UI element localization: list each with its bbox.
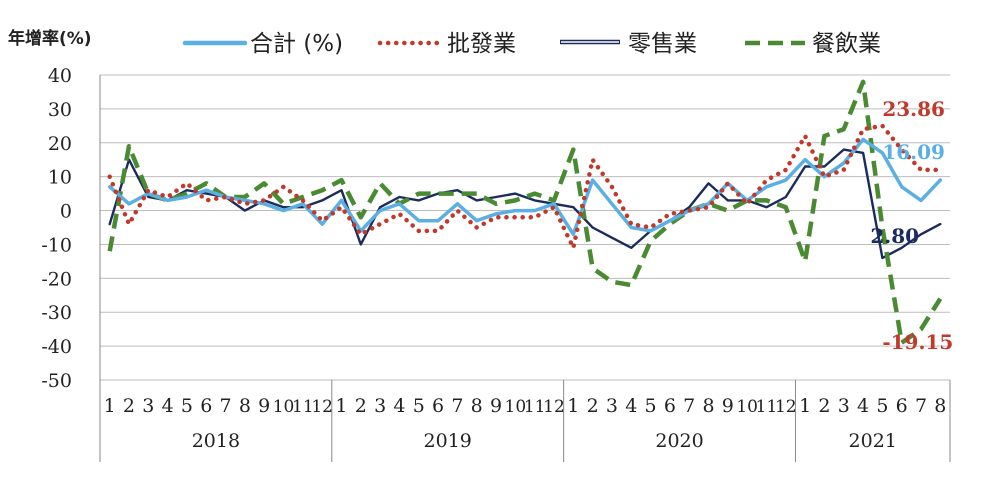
y-tick-label: 10 [48,167,72,189]
x-tick-label: 6 [200,395,212,417]
y-tick-label: -20 [41,268,72,290]
x-tick-label: 6 [896,395,908,417]
x-tick-label: 10 [273,397,295,417]
legend-label: 合計 (%) [250,31,343,57]
data-annotations: 23.86 16.09 2.80 -19.15 [870,97,953,354]
x-tick-label: 4 [162,395,174,417]
x-tick-label: 5 [645,395,657,417]
x-tick-label: 11 [524,397,546,417]
series-line-1 [107,137,943,237]
x-tick-label: 7 [451,395,463,417]
x-tick-label: 3 [374,395,386,417]
x-tick-label: 8 [239,395,251,417]
x-tick-label: 3 [606,395,618,417]
x-tick-label: 1 [104,395,116,417]
x-tick-label: 11 [292,397,314,417]
x-tick-label: 3 [142,395,154,417]
x-tick-label: 12 [311,397,333,417]
x-tick-label: 8 [471,395,483,417]
x-tick-label: 5 [413,395,425,417]
y-tick-label: 20 [48,133,72,155]
x-tick-label: 4 [625,395,637,417]
axes [99,75,951,462]
x-tick-label: 4 [857,395,869,417]
y-tick-label: -10 [41,234,72,256]
x-tick-label: 12 [775,397,797,417]
x-tick-label: 10 [736,397,758,417]
y-tick-label: 0 [60,201,72,223]
x-tick-label: 2 [818,395,830,417]
year-label: 2019 [424,430,472,452]
gridlines [100,74,950,381]
y-tick-labels: 40 30 20 10 0 -10 -20 -30 -40 -50 [41,65,72,392]
legend-label: 批發業 [447,31,516,57]
y-axis-title: 年增率(%) [8,28,92,49]
x-tick-label: 10 [505,397,527,417]
x-tick-label: 2 [355,395,367,417]
series-lines [107,79,943,345]
x-tick-label: 9 [722,395,734,417]
y-tick-label: 30 [48,99,72,121]
year-label: 2020 [655,430,703,452]
x-tick-label: 5 [181,395,193,417]
x-tick-label: 8 [702,395,714,417]
series-line-3 [108,148,942,260]
x-tick-label: 6 [664,395,676,417]
x-tick-label: 5 [876,395,888,417]
legend-label: 餐飲業 [812,31,881,57]
y-tick-label: 40 [48,65,72,87]
x-tick-label: 7 [683,395,695,417]
x-tick-label: 7 [915,395,927,417]
x-tick-label: 2 [123,395,135,417]
legend: 合計 (%) 批發業 零售業 餐飲業 [182,31,881,57]
x-tick-label: 6 [432,395,444,417]
x-tick-label: 2 [587,395,599,417]
x-tick-label: 1 [335,395,347,417]
y-tick-label: -40 [41,336,72,358]
y-tick-label: -30 [41,302,72,324]
year-label: 2021 [849,430,897,452]
year-labels: 2018 2019 2020 2021 [192,430,897,452]
data-label: 23.86 [882,97,945,121]
x-tick-label: 1 [567,395,579,417]
x-tick-label: 1 [799,395,811,417]
series-line-2 [107,123,943,251]
y-tick-label: -50 [41,370,72,392]
x-tick-label: 9 [258,395,270,417]
x-tick-label: 12 [543,397,565,417]
x-tick-label: 4 [393,395,405,417]
x-tick-label: 9 [490,395,502,417]
x-tick-label: 8 [934,395,946,417]
data-label: -19.15 [882,330,953,354]
data-label: 16.09 [882,140,945,164]
x-tick-label: 7 [220,395,232,417]
x-tick-label: 3 [838,395,850,417]
data-label: 2.80 [870,224,919,248]
legend-label: 零售業 [628,31,697,57]
series-line-4 [107,79,943,345]
year-label: 2018 [192,430,240,452]
x-tick-label: 11 [756,397,778,417]
